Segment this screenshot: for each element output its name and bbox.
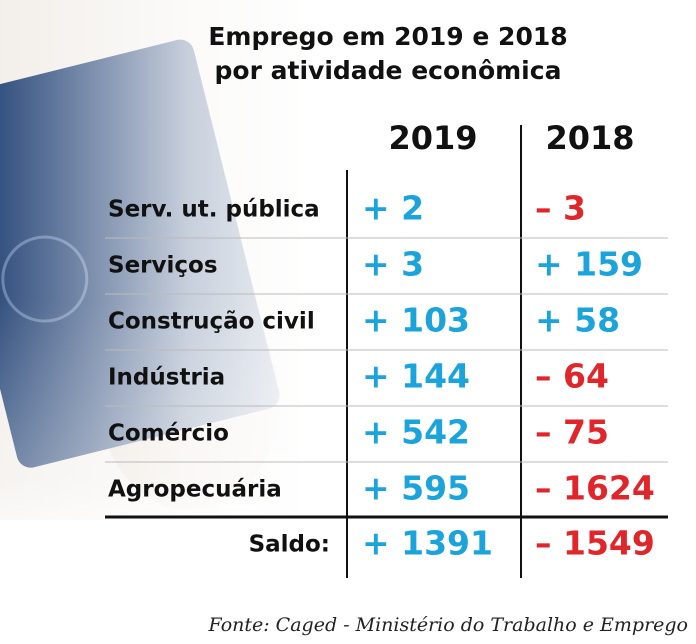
- column-header: 2019: [388, 119, 477, 157]
- value-2019: + 542: [362, 413, 470, 452]
- row-label: Indústria: [108, 365, 225, 391]
- value-2019: + 103: [362, 301, 470, 340]
- title: Emprego em 2019 e 2018: [208, 22, 567, 51]
- row-label: Agropecuária: [108, 477, 282, 503]
- row-label: Comércio: [108, 421, 229, 447]
- value-2018: – 64: [535, 357, 609, 396]
- total-label: Saldo:: [249, 532, 330, 558]
- row-label: Serv. ut. pública: [108, 197, 320, 223]
- column-header: 2018: [545, 119, 634, 157]
- total-2019: + 1391: [362, 524, 493, 563]
- value-2019: + 2: [362, 189, 424, 228]
- row-label: Serviços: [108, 253, 218, 279]
- value-2019: + 3: [362, 245, 424, 284]
- value-2018: – 1624: [535, 469, 655, 508]
- value-2018: + 58: [535, 301, 620, 340]
- value-2018: – 75: [535, 413, 609, 452]
- title: por atividade econômica: [215, 56, 562, 85]
- total-2018: – 1549: [535, 524, 655, 563]
- value-2018: + 159: [535, 245, 643, 284]
- row-label: Construção civil: [108, 309, 315, 335]
- value-2019: + 595: [362, 469, 470, 508]
- source: Fonte: Caged - Ministério do Trabalho e …: [208, 614, 688, 636]
- value-2018: – 3: [535, 189, 586, 228]
- value-2019: + 144: [362, 357, 470, 396]
